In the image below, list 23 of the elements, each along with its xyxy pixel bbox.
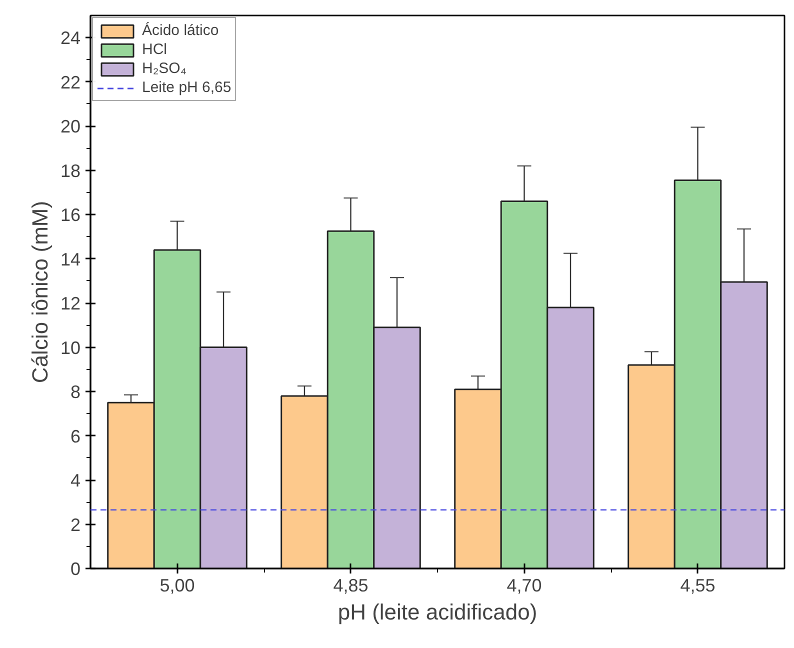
x-tick-label: 4,85 <box>333 576 368 596</box>
y-tick-label: 10 <box>60 338 81 358</box>
legend-label: HCl <box>142 41 167 58</box>
legend-label: H₂SO₄ <box>142 60 186 77</box>
y-tick-label: 24 <box>60 28 81 48</box>
y-tick-label: 16 <box>60 205 81 226</box>
legend-label: Ácido lático <box>142 22 219 39</box>
x-tick-label: 4,55 <box>680 576 716 596</box>
y-tick-label: 6 <box>70 426 81 446</box>
y-tick-label: 22 <box>60 72 81 92</box>
y-tick-label: 0 <box>70 559 81 579</box>
y-tick-label: 20 <box>60 116 81 137</box>
y-tick-label: 18 <box>60 160 81 181</box>
y-tick-label: 12 <box>60 294 81 314</box>
y-axis-title: Cálcio iônico (mM) <box>27 200 52 384</box>
x-tick-label: 5,00 <box>160 576 195 596</box>
y-tick-label: 2 <box>70 514 81 535</box>
y-tick-label: 8 <box>70 382 81 402</box>
y-tick-label: 4 <box>70 470 81 491</box>
x-axis-title: pH (leite acidificado) <box>338 600 538 624</box>
y-tick-label: 14 <box>60 249 81 270</box>
x-tick-label: 4,70 <box>506 576 542 596</box>
legend-label: Leite pH 6,65 <box>142 79 232 96</box>
